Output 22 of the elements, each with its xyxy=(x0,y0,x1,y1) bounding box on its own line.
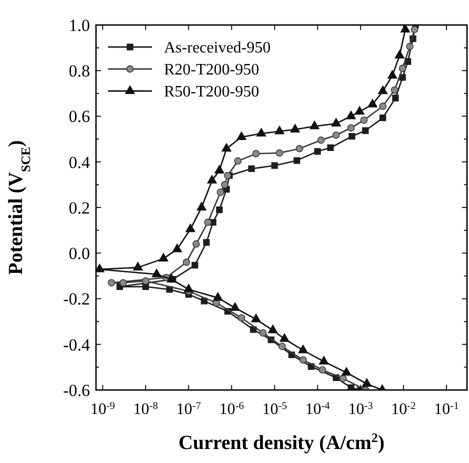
y-tick-label: -0.4 xyxy=(63,335,90,354)
x-tick-label: 10$^{-9}$ xyxy=(90,400,115,418)
legend-label: R50-T200-950 xyxy=(164,84,260,101)
legend-label: As-received-950 xyxy=(164,40,271,57)
x-tick-label: 10$^{-3}$ xyxy=(348,400,373,418)
x-tick-label: 10$^{-2}$ xyxy=(391,400,416,418)
y-tick-label: 0.4 xyxy=(68,152,90,172)
x-tick-label: 10$^{-4}$ xyxy=(305,400,331,418)
x-tick-label: 10$^{-1}$ xyxy=(434,400,459,418)
x-tick-label: 10$^{-8}$ xyxy=(133,400,158,418)
x-tick-label: 10$^{-6}$ xyxy=(219,400,244,418)
x-tick-label: 10$^{-7}$ xyxy=(176,400,201,418)
y-tick-label: -0.2 xyxy=(63,290,90,309)
y-tick-label: 0.2 xyxy=(68,198,90,218)
y-tick-label: 0.6 xyxy=(68,107,90,126)
y-tick-label: 0.0 xyxy=(68,244,90,264)
x-axis-title: Current density (A/cm$^{2}$) xyxy=(178,430,385,454)
y-tick-label: 0.8 xyxy=(68,62,90,81)
y-tick-label: -0.6 xyxy=(63,380,90,400)
legend-label: R20-T200-950 xyxy=(164,62,260,79)
y-tick-label: 1.0 xyxy=(68,16,90,35)
x-tick-label: 10$^{-5}$ xyxy=(262,400,287,418)
